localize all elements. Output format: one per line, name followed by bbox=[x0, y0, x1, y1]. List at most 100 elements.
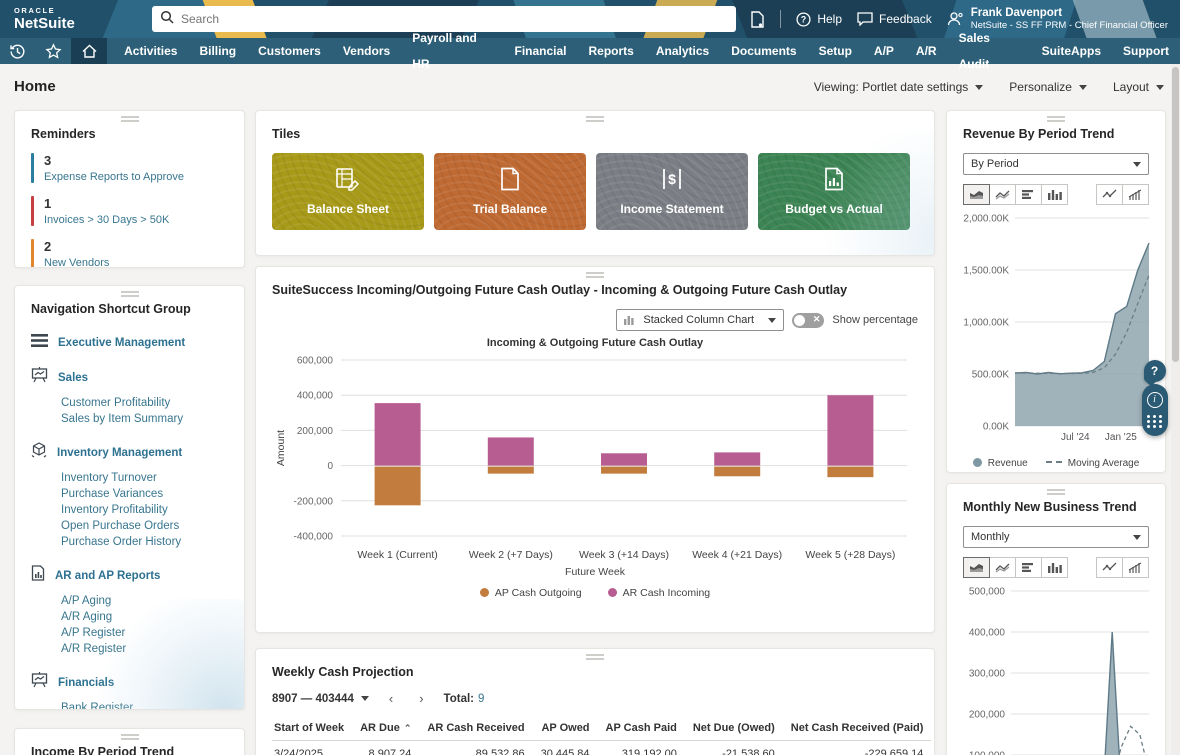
column-header-ar-due[interactable]: AR Due ⌃ bbox=[352, 716, 420, 741]
shortcut-group-link-inventory-management[interactable]: Inventory Management bbox=[31, 442, 228, 463]
shortcut-link-purchase-variances[interactable]: Purchase Variances bbox=[61, 488, 164, 500]
info-icon[interactable]: i bbox=[1146, 391, 1163, 408]
monthly-select[interactable]: Monthly bbox=[963, 526, 1149, 548]
nav-item-payroll-and-hr[interactable]: Payroll and HR bbox=[412, 31, 477, 71]
shortcut-link-a-r-register[interactable]: A/R Register bbox=[61, 643, 127, 655]
tile-budget-vs-actual[interactable]: Budget vs Actual bbox=[758, 153, 910, 230]
netsuite-logo[interactable]: ORACLE NetSuite bbox=[14, 7, 75, 31]
nav-item-sales-audit[interactable]: Sales Audit bbox=[958, 31, 990, 71]
layout-dropdown[interactable]: Layout bbox=[1113, 80, 1164, 94]
nav-item-billing[interactable]: Billing bbox=[199, 44, 237, 58]
shortcut-group-link-sales[interactable]: Sales bbox=[31, 367, 228, 388]
tile-balance-sheet[interactable]: Balance Sheet bbox=[272, 153, 424, 230]
stacked-area-chart-icon[interactable] bbox=[963, 557, 990, 578]
nav-item-documents[interactable]: Documents bbox=[731, 44, 797, 58]
home-icon[interactable] bbox=[71, 38, 108, 64]
panel-drag-handle[interactable] bbox=[1047, 489, 1065, 495]
nav-item-vendors[interactable]: Vendors bbox=[342, 44, 391, 58]
column-header-ap-cash-paid[interactable]: AP Cash Paid bbox=[597, 716, 685, 741]
recent-records-icon[interactable] bbox=[0, 38, 36, 64]
stacked-area-chart-icon[interactable] bbox=[963, 184, 990, 205]
line-chart-icon[interactable] bbox=[989, 557, 1016, 578]
panel-drag-handle[interactable] bbox=[120, 291, 139, 297]
search-input[interactable] bbox=[181, 12, 728, 26]
svg-text:Jul '24: Jul '24 bbox=[1061, 432, 1090, 443]
shortcut-link-bank-register[interactable]: Bank Register bbox=[61, 702, 134, 710]
column-header-net-due-owed[interactable]: Net Due (Owed) bbox=[684, 716, 783, 741]
personalize-dropdown[interactable]: Personalize bbox=[1009, 80, 1087, 94]
shortcut-link-a-p-register[interactable]: A/P Register bbox=[61, 627, 126, 639]
column-chart-icon[interactable] bbox=[1041, 184, 1068, 205]
column-header-ar-cash-received[interactable]: AR Cash Received bbox=[419, 716, 533, 741]
histogram-icon[interactable] bbox=[1122, 557, 1149, 578]
user-icon bbox=[947, 12, 963, 26]
legend-item-ar-cash-incoming[interactable]: AR Cash Incoming bbox=[607, 587, 710, 599]
trend-line-icon[interactable] bbox=[1096, 557, 1123, 578]
help-bubble-icon[interactable]: ? bbox=[1143, 360, 1166, 382]
tile-income-statement[interactable]: $ Income Statement bbox=[596, 153, 748, 230]
nav-item-activities[interactable]: Activities bbox=[124, 44, 178, 58]
shortcut-link-a-p-aging[interactable]: A/P Aging bbox=[61, 595, 112, 607]
chart-type-select[interactable]: Stacked Column Chart bbox=[616, 309, 785, 331]
nav-item-suiteapps[interactable]: SuiteApps bbox=[1041, 44, 1101, 58]
shortcut-link-purchase-order-history[interactable]: Purchase Order History bbox=[61, 536, 182, 548]
panel-drag-handle[interactable] bbox=[120, 734, 139, 740]
table-cell: 8,907.24 bbox=[352, 740, 420, 755]
histogram-icon[interactable] bbox=[1122, 184, 1149, 205]
feedback-button[interactable]: Feedback bbox=[857, 12, 932, 26]
shortcut-link-sales-by-item-summary[interactable]: Sales by Item Summary bbox=[61, 413, 184, 425]
shortcut-link-open-purchase-orders[interactable]: Open Purchase Orders bbox=[61, 520, 180, 532]
legend-item-ap-cash-outgoing[interactable]: AP Cash Outgoing bbox=[479, 587, 582, 599]
shortcut-group-link-financials[interactable]: Financials bbox=[31, 672, 228, 693]
nav-item-a-p[interactable]: A/P bbox=[873, 44, 894, 58]
reminder-link-invoices-30-days-50k[interactable]: Invoices > 30 Days > 50K bbox=[44, 214, 170, 226]
reminder-link-new-vendors[interactable]: New Vendors bbox=[44, 257, 110, 268]
line-chart-icon[interactable] bbox=[989, 184, 1016, 205]
panel-drag-handle[interactable] bbox=[120, 116, 139, 122]
shortcut-link-a-r-aging[interactable]: A/R Aging bbox=[61, 611, 113, 623]
nav-item-customers[interactable]: Customers bbox=[258, 44, 321, 58]
panel-drag-handle[interactable] bbox=[586, 272, 604, 278]
prev-page-chevron[interactable]: ‹ bbox=[388, 691, 394, 706]
shortcut-link-inventory-turnover[interactable]: Inventory Turnover bbox=[61, 472, 157, 484]
global-search[interactable] bbox=[152, 6, 736, 32]
period-select[interactable]: By Period bbox=[963, 153, 1149, 175]
show-percentage-toggle[interactable]: ✕ bbox=[792, 312, 825, 328]
shortcut-link-customer-profitability[interactable]: Customer Profitability bbox=[61, 397, 171, 409]
viewing-dropdown[interactable]: Viewing: Portlet date settings bbox=[814, 80, 984, 94]
nav-item-analytics[interactable]: Analytics bbox=[655, 44, 710, 58]
panel-drag-handle[interactable] bbox=[1047, 116, 1065, 122]
reminder-link-expense-reports-to-approve[interactable]: Expense Reports to Approve bbox=[44, 171, 185, 183]
tile-trial-balance[interactable]: Trial Balance bbox=[434, 153, 586, 230]
reminder-color-bar bbox=[31, 196, 34, 226]
nav-item-financial[interactable]: Financial bbox=[514, 44, 567, 58]
quick-add-document-icon[interactable] bbox=[750, 10, 765, 28]
trend-line-icon[interactable] bbox=[1096, 184, 1123, 205]
user-menu[interactable]: Frank Davenport NetSuite - SS FF PRM - C… bbox=[947, 7, 1168, 31]
svg-text:400,000: 400,000 bbox=[969, 628, 1006, 639]
shortcuts-star-icon[interactable] bbox=[36, 38, 72, 64]
nav-item-a-r[interactable]: A/R bbox=[915, 44, 937, 58]
apps-grid-icon[interactable] bbox=[1146, 415, 1163, 429]
panel-drag-handle[interactable] bbox=[586, 654, 604, 660]
column-chart-icon[interactable] bbox=[1041, 557, 1068, 578]
shortcut-group-link-executive-management[interactable]: Executive Management bbox=[31, 334, 228, 352]
horizontal-bar-chart-icon[interactable] bbox=[1015, 184, 1042, 205]
shortcut-group-link-ar-and-ap-reports[interactable]: AR and AP Reports bbox=[31, 565, 228, 586]
column-header-net-cash-received-paid[interactable]: Net Cash Received (Paid) bbox=[782, 716, 932, 741]
nav-item-reports[interactable]: Reports bbox=[588, 44, 634, 58]
scrollbar-thumb[interactable] bbox=[1172, 67, 1179, 362]
legend-item-moving-average[interactable]: Moving Average bbox=[1045, 458, 1139, 469]
column-header-start-of-week[interactable]: Start of Week bbox=[272, 716, 353, 741]
help-button[interactable]: ? Help bbox=[796, 11, 842, 27]
range-selector-dropdown[interactable]: 8907 — 403444 bbox=[272, 693, 369, 705]
shortcut-link-inventory-profitability[interactable]: Inventory Profitability bbox=[61, 504, 168, 516]
next-page-chevron[interactable]: › bbox=[419, 691, 424, 706]
nav-item-support[interactable]: Support bbox=[1123, 44, 1169, 58]
nav-item-setup[interactable]: Setup bbox=[818, 44, 852, 58]
panel-drag-handle[interactable] bbox=[586, 116, 604, 122]
legend-item-revenue[interactable]: Revenue bbox=[972, 458, 1028, 469]
table-row[interactable]: 3/24/2025 8,907.24 89,532.86 30,445.84 319,1… bbox=[272, 740, 932, 755]
column-header-ap-owed[interactable]: AP Owed bbox=[532, 716, 598, 741]
horizontal-bar-chart-icon[interactable] bbox=[1015, 557, 1042, 578]
